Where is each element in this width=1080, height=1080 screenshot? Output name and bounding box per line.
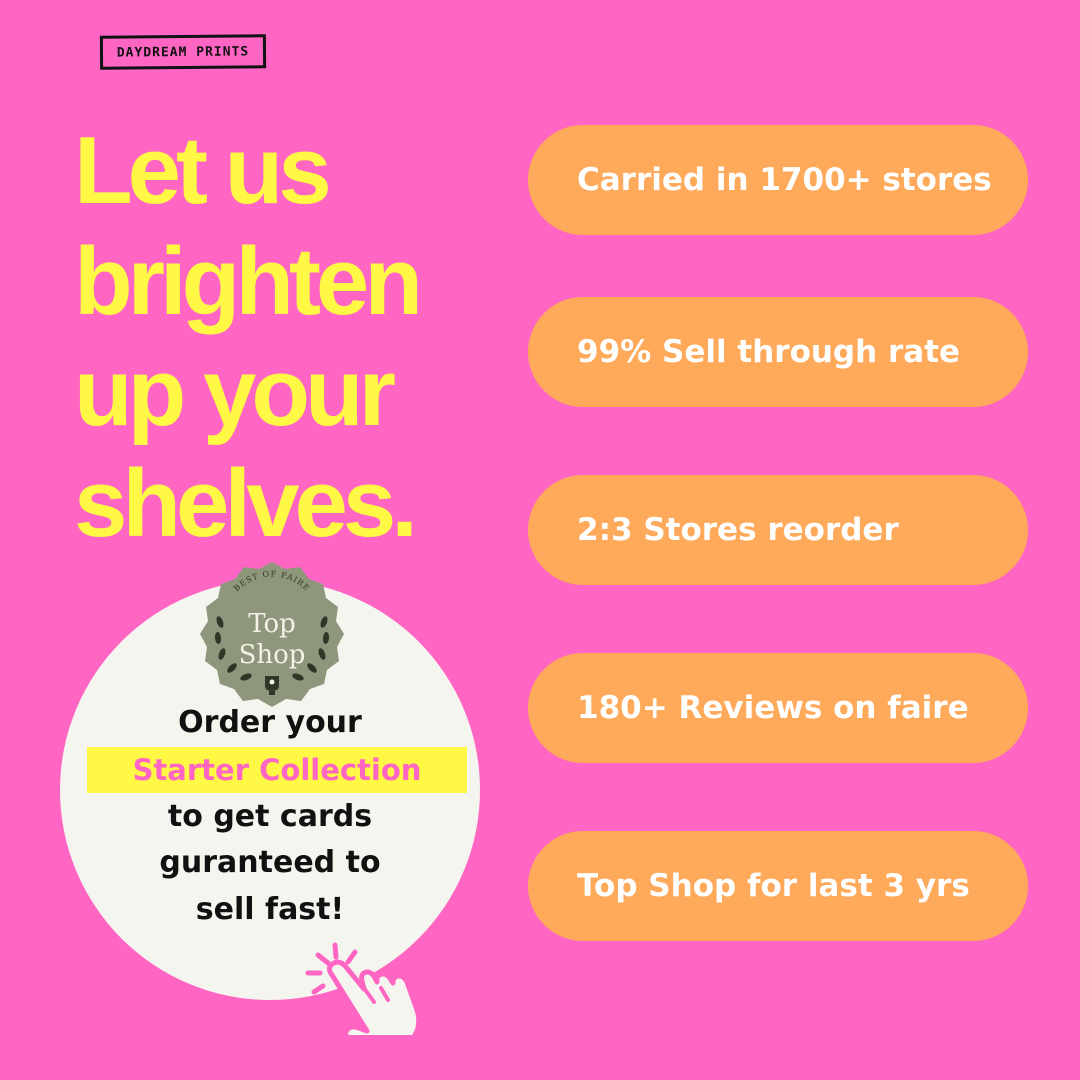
cta-text: sell fast!: [195, 892, 345, 927]
stat-label: 2:3 Stores reorder: [577, 512, 899, 548]
brand-logo: DAYDREAM PRINTS: [99, 34, 267, 70]
headline-line: up your: [74, 339, 396, 446]
badge-title: Top: [248, 609, 296, 639]
stat-label: 99% Sell through rate: [577, 334, 961, 370]
headline-line: Let us: [74, 117, 332, 224]
badge-title: Shop: [239, 640, 306, 670]
stat-pill: Carried in 1700+ stores: [528, 125, 1028, 235]
headline-line: shelves.: [74, 450, 418, 557]
top-shop-badge: BEST OF FAIRE Top Shop: [200, 562, 344, 707]
stat-label: Top Shop for last 3 yrs: [577, 868, 970, 904]
headline-line: brighten: [74, 228, 423, 335]
cta-text: guranteed to: [159, 845, 381, 880]
cta-text: Order your: [178, 705, 362, 740]
headline: Let us brighten up your shelves.: [74, 115, 423, 559]
cta-text: to get cards: [167, 799, 373, 834]
stat-pill: 99% Sell through rate: [528, 297, 1028, 407]
hand-click-icon: [305, 942, 422, 1035]
trophy-icon: [265, 676, 279, 695]
starter-collection-link[interactable]: Starter Collection: [87, 747, 467, 793]
stat-pill: Top Shop for last 3 yrs: [528, 831, 1028, 941]
stat-pill: 2:3 Stores reorder: [528, 475, 1028, 585]
stat-label: Carried in 1700+ stores: [577, 162, 992, 198]
stat-label: 180+ Reviews on faire: [577, 690, 969, 726]
laurel-icon: [214, 616, 330, 681]
stat-pill: 180+ Reviews on faire: [528, 653, 1028, 763]
